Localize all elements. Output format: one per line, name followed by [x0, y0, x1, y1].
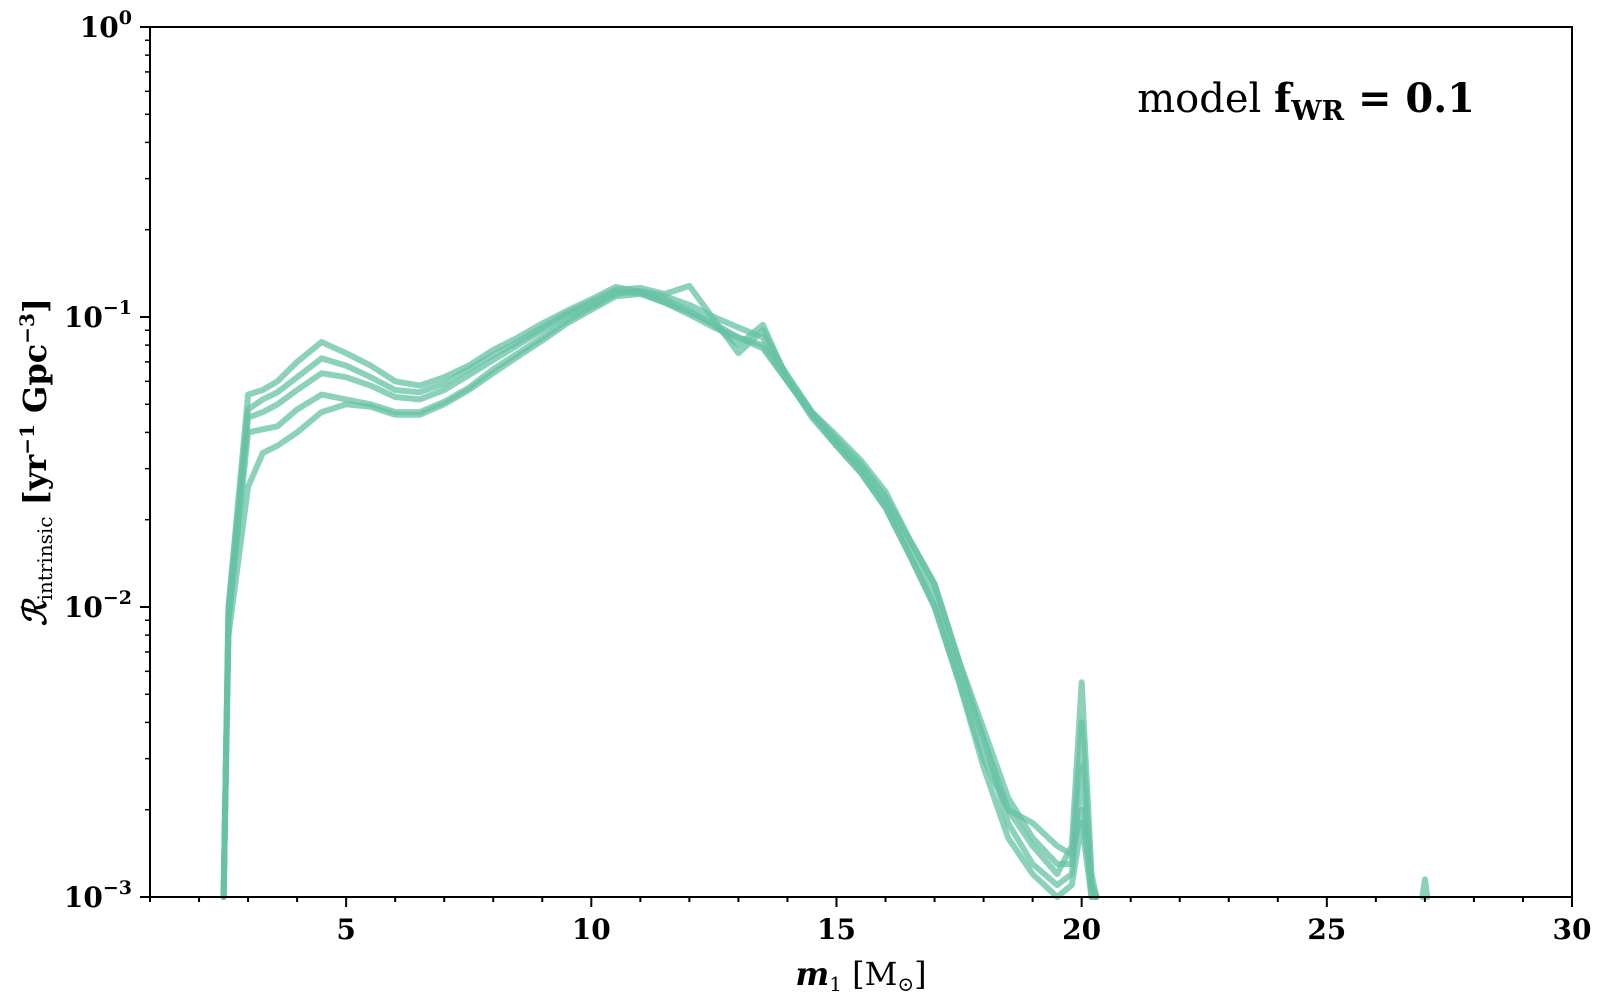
x-tick-label: 25: [1307, 913, 1346, 946]
series-line-3: [220, 291, 1100, 900]
y-axis: 10−3 10−2 10−1 100: [64, 7, 150, 914]
series-line-4: [220, 282, 1100, 900]
series-line-6: [1419, 876, 1431, 900]
y-tick-label: 10−1: [64, 297, 132, 334]
y-tick-label: 100: [80, 7, 132, 44]
y-axis-title: ℛintrinsic [yr−1 Gpc−3]: [15, 298, 57, 626]
x-tick-label: 20: [1062, 913, 1101, 946]
plot-frame: [149, 26, 1573, 898]
series-group: [220, 282, 1431, 900]
x-tick-label: 15: [817, 913, 856, 946]
model-annotation: model fWR = 0.1: [1137, 75, 1475, 127]
x-tick-label: 5: [336, 913, 355, 946]
x-axis-title: m1 [M⊙]: [795, 955, 926, 996]
series-line-5: [220, 289, 1100, 900]
x-axis: 5 10 15 20 25 30: [149, 897, 1592, 946]
y-tick-label: 10−3: [64, 877, 132, 914]
y-tick-label: 10−2: [64, 587, 132, 624]
x-tick-label: 10: [572, 913, 611, 946]
x-tick-label: 30: [1553, 913, 1592, 946]
